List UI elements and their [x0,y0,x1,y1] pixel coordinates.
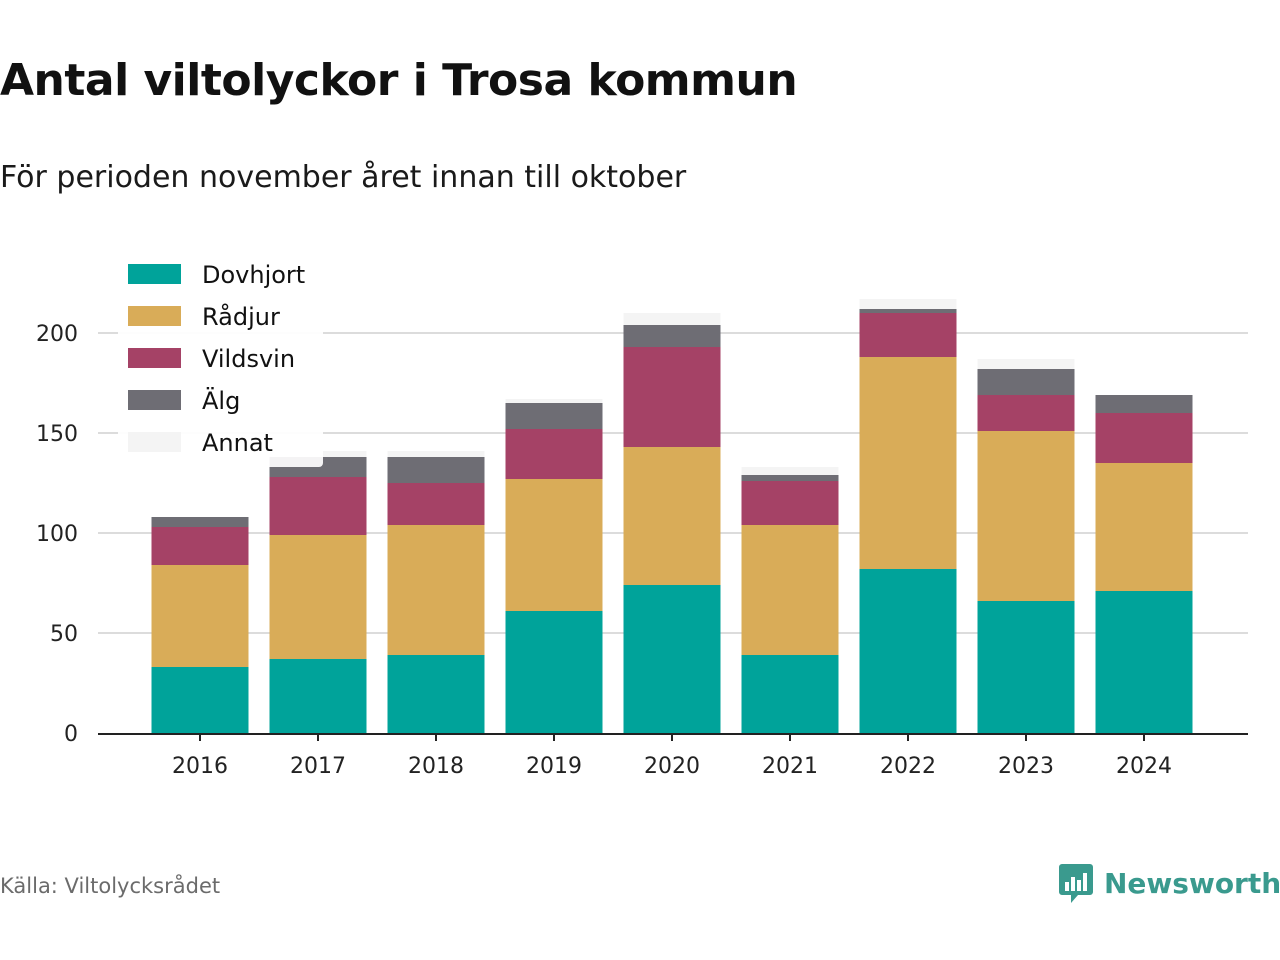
bar-segment-älg-2018[interactable] [387,457,485,483]
y-tick-label: 200 [36,322,78,347]
bar-segment-annat-2022[interactable] [859,299,957,309]
bar-segment-annat-2020[interactable] [623,313,721,325]
bar-segment-dovhjort-2019[interactable] [505,611,603,733]
bar-segment-vildsvin-2023[interactable] [977,395,1075,431]
bar-segment-annat-2021[interactable] [741,467,839,475]
legend-swatch-annat [128,432,181,452]
y-axis: 0 50 100 150 200 [36,322,78,747]
bar-segment-vildsvin-2019[interactable] [505,429,603,479]
legend-label-dovhjort: Dovhjort [202,261,305,289]
y-tick-label: 150 [36,422,78,447]
legend-swatch-vildsvin [128,348,181,368]
bar-segment-dovhjort-2024[interactable] [1095,591,1193,733]
chart-title: Antal viltolyckor i Trosa kommun [0,55,798,106]
bar-segment-rådjur-2019[interactable] [505,479,603,611]
bar-segment-älg-2023[interactable] [977,369,1075,395]
brand-logo[interactable]: Newsworthy [1058,862,1280,904]
bar-segment-älg-2019[interactable] [505,403,603,429]
brand-name: Newsworthy [1104,866,1280,900]
x-tick-label: 2018 [408,754,464,779]
bar-segment-rådjur-2023[interactable] [977,431,1075,601]
bar-segment-älg-2022[interactable] [859,309,957,313]
x-tick-label: 2021 [762,754,818,779]
bar-segment-älg-2016[interactable] [151,517,249,527]
legend-swatch-rådjur [128,306,181,326]
bar-segment-vildsvin-2022[interactable] [859,313,957,357]
legend: Dovhjort Rådjur Vildsvin Älg Annat [118,252,323,467]
x-tick-label: 2020 [644,754,700,779]
bar-segment-annat-2023[interactable] [977,359,1075,369]
bar-segment-vildsvin-2021[interactable] [741,481,839,525]
bar-segment-rådjur-2022[interactable] [859,357,957,569]
bar-segment-dovhjort-2016[interactable] [151,667,249,733]
bar-segment-rådjur-2018[interactable] [387,525,485,655]
bar-segment-älg-2021[interactable] [741,475,839,481]
bar-segment-vildsvin-2020[interactable] [623,347,721,447]
legend-label-rådjur: Rådjur [202,302,280,331]
bar-segment-vildsvin-2024[interactable] [1095,413,1193,463]
bar-segment-rådjur-2017[interactable] [269,535,367,659]
bar-segment-vildsvin-2018[interactable] [387,483,485,525]
bar-segment-rådjur-2021[interactable] [741,525,839,655]
newsworthy-logo-icon [1059,864,1093,903]
x-tick-label: 2024 [1116,754,1172,779]
legend-label-annat: Annat [202,429,273,457]
bar-segment-rådjur-2020[interactable] [623,447,721,585]
legend-background [118,252,323,467]
bar-segment-älg-2020[interactable] [623,325,721,347]
y-tick-label: 100 [36,522,78,547]
bar-segment-dovhjort-2017[interactable] [269,659,367,733]
bar-segment-annat-2018[interactable] [387,451,485,457]
bar-segment-vildsvin-2016[interactable] [151,527,249,565]
legend-swatch-älg [128,390,181,410]
x-tick-label: 2017 [290,754,346,779]
x-tick-label: 2023 [998,754,1054,779]
y-tick-label: 50 [50,622,78,647]
x-tick-label: 2022 [880,754,936,779]
y-tick-label: 0 [64,722,78,747]
bar-segment-dovhjort-2023[interactable] [977,601,1075,733]
x-tick-label: 2019 [526,754,582,779]
source-label: Källa: Viltolycksrådet [0,874,221,898]
bar-segment-dovhjort-2020[interactable] [623,585,721,733]
chart-subtitle: För perioden november året innan till ok… [0,160,687,195]
bar-segment-älg-2024[interactable] [1095,395,1193,413]
bar-segment-dovhjort-2021[interactable] [741,655,839,733]
bar-segment-rådjur-2024[interactable] [1095,463,1193,591]
legend-label-älg: Älg [202,386,240,415]
x-tick-label: 2016 [172,754,228,779]
bar-segment-dovhjort-2022[interactable] [859,569,957,733]
x-axis: 2016 2017 2018 2019 2020 2021 2022 2023 2024 [98,733,1248,779]
bar-segment-dovhjort-2018[interactable] [387,655,485,733]
bar-segment-annat-2019[interactable] [505,399,603,403]
legend-label-vildsvin: Vildsvin [202,345,295,373]
bar-segment-vildsvin-2017[interactable] [269,477,367,535]
bar-segment-rådjur-2016[interactable] [151,565,249,667]
legend-swatch-dovhjort [128,264,181,284]
bars [151,299,1193,733]
